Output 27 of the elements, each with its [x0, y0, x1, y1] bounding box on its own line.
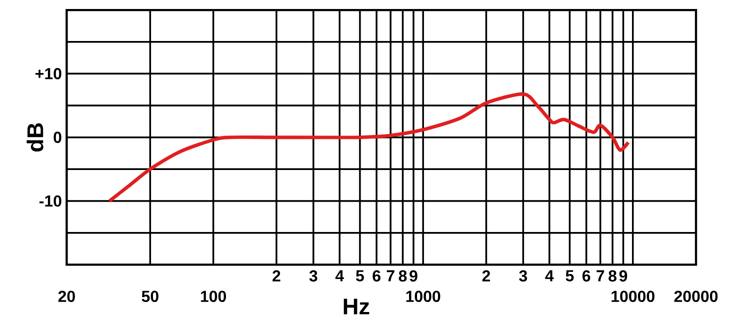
x-tick-label: 50 — [142, 290, 158, 302]
text: 2 — [272, 270, 280, 282]
text: 9 — [410, 270, 418, 282]
text: 5 — [566, 270, 574, 282]
y-axis-title: dB — [26, 123, 44, 152]
text: 2 — [482, 270, 490, 282]
text: 3 — [309, 270, 318, 282]
text: 6 — [582, 270, 590, 282]
x-axis-title: Hz — [344, 298, 370, 314]
text: 8 — [398, 270, 407, 282]
x-tick-label: 100 — [200, 290, 226, 302]
y-tick-label: 0 — [54, 132, 62, 143]
text: 4 — [335, 270, 344, 282]
x-tick-label: 20000 — [674, 290, 718, 302]
x-tick-label: 1000 — [406, 290, 440, 302]
x-tick-label: 10000 — [612, 290, 654, 302]
y-tick-label: -10 — [39, 195, 62, 206]
text: 7 — [596, 270, 604, 282]
text: 3 — [519, 270, 528, 282]
text: 4 — [545, 270, 554, 282]
y-tick-label: +10 — [36, 68, 62, 80]
text: 9 — [619, 270, 628, 282]
text: 8 — [608, 270, 616, 282]
x-tick-label: 20 — [58, 290, 75, 302]
text: 6 — [372, 270, 380, 282]
text: 5 — [356, 270, 364, 282]
text: 7 — [386, 270, 394, 282]
